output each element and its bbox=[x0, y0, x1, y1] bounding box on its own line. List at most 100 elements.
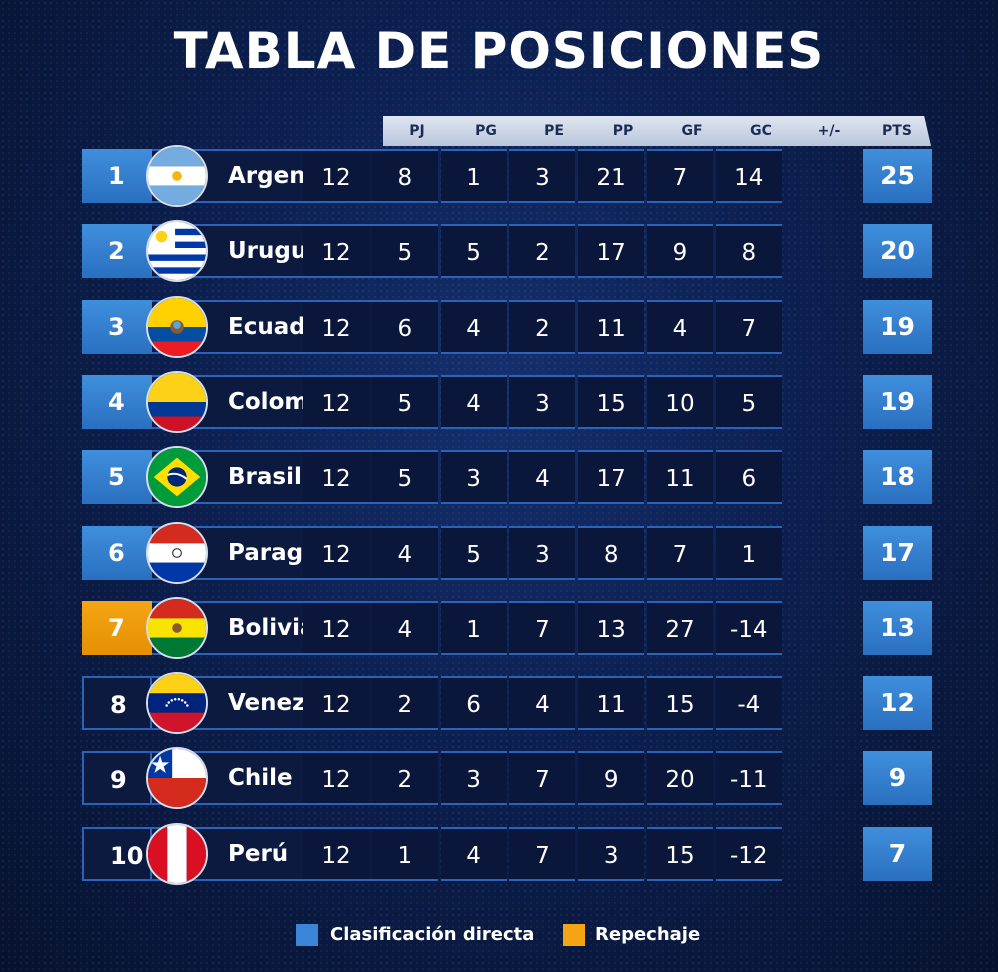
stat-pe: 1 bbox=[440, 149, 507, 203]
stat-pg: 8 bbox=[371, 149, 438, 203]
stat-gf: 3 bbox=[578, 826, 645, 881]
stat-pe: 3 bbox=[440, 450, 507, 505]
stat-diff: -4 bbox=[715, 676, 782, 731]
header-pp: PP bbox=[612, 123, 634, 139]
stat-diff: 6 bbox=[715, 450, 782, 505]
bolivia-flag-icon bbox=[146, 596, 208, 659]
stat-pp: 4 bbox=[509, 450, 576, 505]
stat-gf: 17 bbox=[578, 224, 645, 279]
stat-pe: 4 bbox=[440, 374, 507, 429]
points-cell: 13 bbox=[863, 600, 932, 655]
stat-pp: 7 bbox=[509, 826, 576, 881]
stat-pe: 5 bbox=[440, 525, 507, 580]
stat-pj: 12 bbox=[303, 525, 369, 580]
stat-pj: 12 bbox=[303, 826, 369, 881]
stat-pp: 2 bbox=[509, 224, 576, 279]
stat-pg: 5 bbox=[371, 450, 438, 505]
rank-badge: 3 bbox=[82, 299, 152, 354]
stat-gc: 15 bbox=[647, 826, 713, 881]
table-row: 1 Argentina 12 8 1 3 21 7 14 25 bbox=[82, 145, 932, 207]
uruguay-flag-icon bbox=[146, 220, 208, 283]
stat-gc: 27 bbox=[647, 600, 713, 655]
points-cell: 20 bbox=[863, 224, 932, 279]
page-title: TABLA DE POSICIONES bbox=[173, 22, 825, 80]
brasil-flag-icon bbox=[146, 446, 208, 509]
legend-playoff-label: Repechaje bbox=[595, 924, 701, 945]
stat-gc: 9 bbox=[647, 224, 713, 279]
points-cell: 19 bbox=[863, 374, 932, 429]
header-pj: PJ bbox=[409, 123, 425, 139]
stat-pg: 2 bbox=[371, 676, 438, 731]
points-cell: 25 bbox=[863, 149, 932, 203]
peru-flag-icon bbox=[146, 822, 208, 885]
stat-diff: 14 bbox=[715, 149, 782, 203]
stat-pp: 4 bbox=[509, 676, 576, 731]
stat-pg: 1 bbox=[371, 826, 438, 881]
stat-diff: 7 bbox=[715, 299, 782, 354]
stat-pe: 4 bbox=[440, 826, 507, 881]
rank-badge: 10 bbox=[82, 826, 152, 881]
rank-badge: 7 bbox=[82, 600, 152, 655]
stat-pg: 4 bbox=[371, 525, 438, 580]
table-row: 10 Perú 12 1 4 7 3 15 -12 7 bbox=[82, 822, 932, 885]
stat-pj: 12 bbox=[303, 374, 369, 429]
stat-pj: 12 bbox=[303, 676, 369, 731]
points-cell: 18 bbox=[863, 450, 932, 505]
stat-pj: 12 bbox=[303, 299, 369, 354]
stat-gf: 15 bbox=[578, 374, 645, 429]
rank-badge: 6 bbox=[82, 525, 152, 580]
table-row: 8 Venezuela 12 2 6 4 11 15 -4 12 bbox=[82, 672, 932, 735]
stat-pe: 4 bbox=[440, 299, 507, 354]
points-cell: 7 bbox=[863, 826, 932, 881]
stat-gf: 11 bbox=[578, 676, 645, 731]
stat-pg: 5 bbox=[371, 374, 438, 429]
ecuador-flag-icon bbox=[146, 295, 208, 358]
table-row: 3 Ecuador 12 6 4 2 11 4 7 19 bbox=[82, 295, 932, 358]
stat-pj: 12 bbox=[303, 600, 369, 655]
table-row: 2 Uruguay 12 5 5 2 17 9 8 20 bbox=[82, 220, 932, 283]
team-name: Chile bbox=[228, 765, 293, 792]
legend-playoff-swatch bbox=[563, 924, 585, 946]
stat-diff: -14 bbox=[715, 600, 782, 655]
team-name: Brasil bbox=[228, 464, 302, 491]
stat-pe: 6 bbox=[440, 676, 507, 731]
stat-gf: 21 bbox=[578, 149, 645, 203]
stat-diff: 8 bbox=[715, 224, 782, 279]
stat-pg: 2 bbox=[371, 751, 438, 806]
table-row: 5 Brasil 12 5 3 4 17 11 6 18 bbox=[82, 446, 932, 509]
stat-pg: 5 bbox=[371, 224, 438, 279]
rank-badge: 9 bbox=[82, 751, 152, 806]
team-name: Perú bbox=[228, 840, 289, 867]
stat-diff: -12 bbox=[715, 826, 782, 881]
stat-gc: 7 bbox=[647, 149, 713, 203]
stat-pp: 3 bbox=[509, 149, 576, 203]
stat-gf: 9 bbox=[578, 751, 645, 806]
rank-badge: 4 bbox=[82, 374, 152, 429]
points-cell: 17 bbox=[863, 525, 932, 580]
header-gc: GC bbox=[750, 123, 772, 139]
table-row: 7 Bolivia 12 4 1 7 13 27 -14 13 bbox=[82, 596, 932, 659]
stat-pp: 7 bbox=[509, 751, 576, 806]
stat-gc: 7 bbox=[647, 525, 713, 580]
stat-diff: 1 bbox=[715, 525, 782, 580]
team-name: Bolivia bbox=[228, 614, 316, 641]
points-cell: 9 bbox=[863, 751, 932, 806]
stat-gc: 4 bbox=[647, 299, 713, 354]
legend-direct-swatch bbox=[296, 924, 318, 946]
stat-pp: 3 bbox=[509, 525, 576, 580]
header-diff: +/- bbox=[817, 123, 841, 139]
stat-diff: -11 bbox=[715, 751, 782, 806]
stat-pj: 12 bbox=[303, 224, 369, 279]
stat-pg: 6 bbox=[371, 299, 438, 354]
rank-badge: 2 bbox=[82, 224, 152, 279]
stat-gf: 11 bbox=[578, 299, 645, 354]
stat-pe: 5 bbox=[440, 224, 507, 279]
stat-pj: 12 bbox=[303, 751, 369, 806]
colombia-flag-icon bbox=[146, 370, 208, 433]
header-pe: PE bbox=[544, 123, 564, 139]
stat-gc: 11 bbox=[647, 450, 713, 505]
paraguay-flag-icon bbox=[146, 521, 208, 584]
points-cell: 19 bbox=[863, 299, 932, 354]
stat-gf: 8 bbox=[578, 525, 645, 580]
stat-gc: 10 bbox=[647, 374, 713, 429]
